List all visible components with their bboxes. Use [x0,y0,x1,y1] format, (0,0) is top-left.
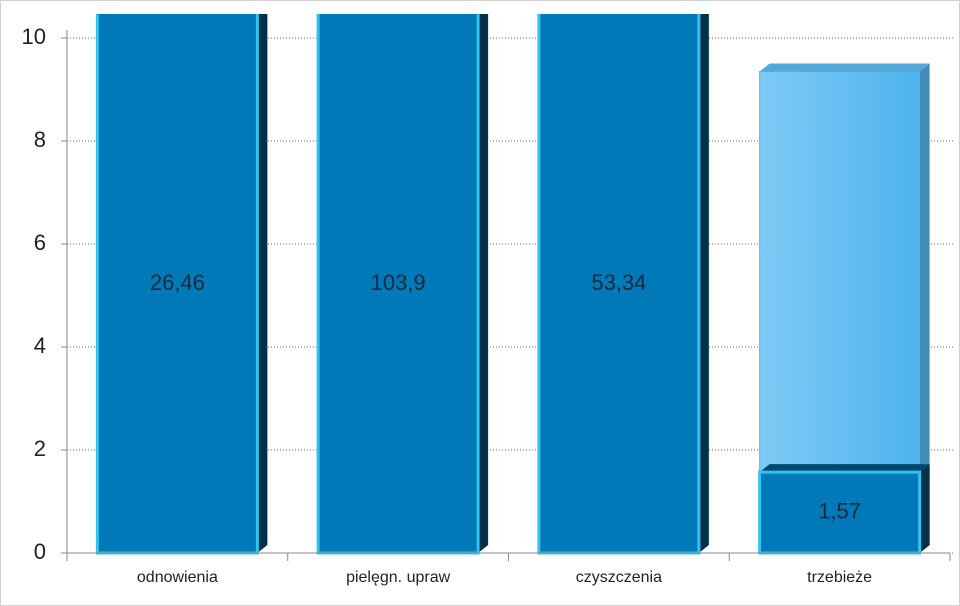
bar-top [759,464,930,473]
y-tick-label: 4 [34,333,46,358]
x-tick-label: trzebieże [807,569,872,586]
labels: odnowienia pielęgn. upraw czyszczenia trzeb… [137,270,872,586]
bar-side [919,63,930,553]
bars [95,14,930,555]
y-tick-label: 10 [22,24,46,49]
value-label: 26,46 [150,270,205,295]
y-tick-label: 6 [34,230,46,255]
value-label: 103,9 [371,270,426,295]
bar [316,14,480,555]
y-tick-label: 8 [34,127,46,152]
bar-side [478,14,489,553]
bar-top [759,63,930,72]
bar-side [919,464,930,553]
bar-side [698,14,709,553]
x-tick-label: odnowienia [137,569,218,586]
value-label: 53,34 [591,270,646,295]
bar [537,14,701,555]
value-label: 1,57 [818,498,861,523]
bar-side [257,14,268,553]
y-tick-label: 2 [34,436,46,461]
x-tick-label: czyszczenia [576,569,662,586]
bar [758,470,922,555]
x-tick-label: pielęgn. upraw [346,569,451,586]
y-tick-label: 0 [34,539,46,564]
